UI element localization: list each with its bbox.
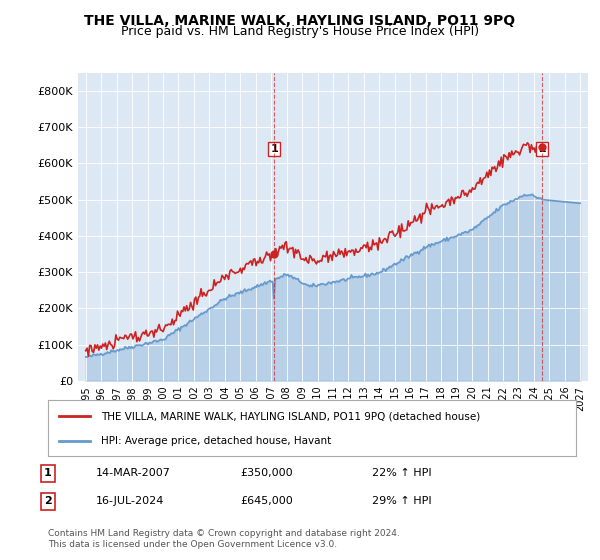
Text: THE VILLA, MARINE WALK, HAYLING ISLAND, PO11 9PQ (detached house): THE VILLA, MARINE WALK, HAYLING ISLAND, … bbox=[101, 411, 480, 421]
Text: THE VILLA, MARINE WALK, HAYLING ISLAND, PO11 9PQ: THE VILLA, MARINE WALK, HAYLING ISLAND, … bbox=[85, 14, 515, 28]
Text: Contains HM Land Registry data © Crown copyright and database right 2024.
This d: Contains HM Land Registry data © Crown c… bbox=[48, 529, 400, 549]
Text: 14-MAR-2007: 14-MAR-2007 bbox=[96, 468, 171, 478]
Text: 2: 2 bbox=[44, 496, 52, 506]
Text: £350,000: £350,000 bbox=[240, 468, 293, 478]
Text: 29% ↑ HPI: 29% ↑ HPI bbox=[372, 496, 431, 506]
Text: £645,000: £645,000 bbox=[240, 496, 293, 506]
Text: HPI: Average price, detached house, Havant: HPI: Average price, detached house, Hava… bbox=[101, 436, 331, 446]
Text: 16-JUL-2024: 16-JUL-2024 bbox=[96, 496, 164, 506]
Text: 1: 1 bbox=[44, 468, 52, 478]
Text: 2: 2 bbox=[538, 144, 546, 154]
Text: 22% ↑ HPI: 22% ↑ HPI bbox=[372, 468, 431, 478]
Text: Price paid vs. HM Land Registry's House Price Index (HPI): Price paid vs. HM Land Registry's House … bbox=[121, 25, 479, 38]
Text: 1: 1 bbox=[271, 144, 278, 154]
